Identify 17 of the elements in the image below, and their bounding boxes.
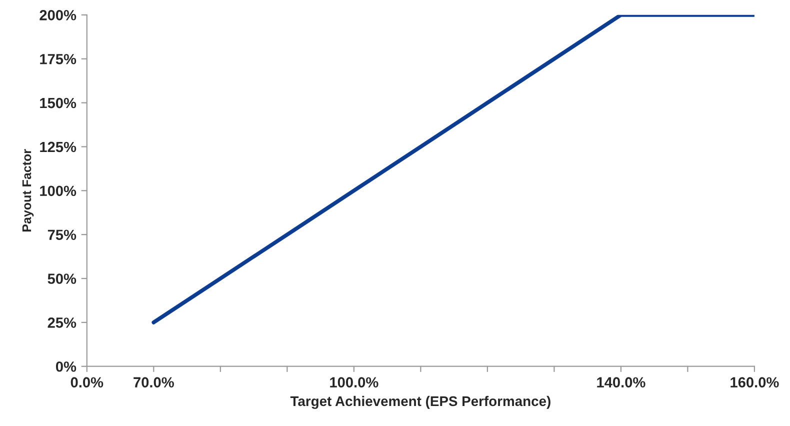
y-tick-label: 50% bbox=[48, 274, 76, 284]
y-tick-label: 75% bbox=[48, 230, 76, 240]
x-tick-label: 140.0% bbox=[597, 377, 646, 388]
y-tick-label: 100% bbox=[40, 186, 76, 196]
x-tick-label: 0.0% bbox=[70, 377, 104, 388]
x-tick-label: 70.0% bbox=[134, 377, 174, 388]
x-tick-label: 100.0% bbox=[330, 377, 378, 388]
line-series bbox=[152, 14, 754, 324]
y-tick-label: 175% bbox=[40, 54, 76, 64]
x-tick-label: 160.0% bbox=[730, 377, 779, 388]
y-tick-label: 25% bbox=[48, 318, 76, 328]
y-axis-title: Payout Factor bbox=[22, 149, 34, 232]
y-tick-label: 125% bbox=[40, 142, 76, 152]
y-tick-label: 150% bbox=[40, 98, 76, 108]
y-tick-label: 200% bbox=[40, 10, 76, 20]
y-tick-label: 0% bbox=[56, 361, 76, 372]
x-axis-title: Target Achievement (EPS Performance) bbox=[290, 396, 550, 409]
